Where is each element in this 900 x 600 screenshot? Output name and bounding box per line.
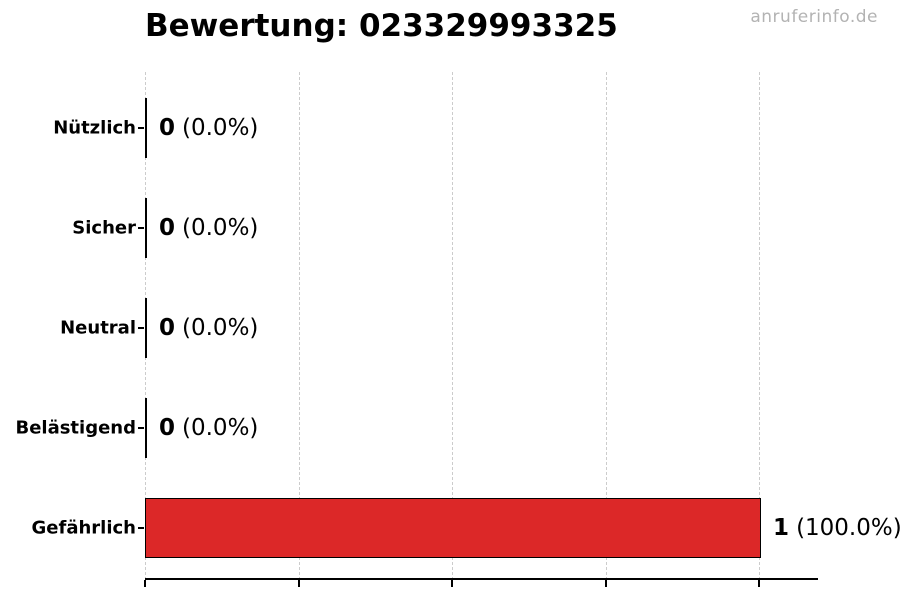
count-text: 0: [159, 115, 176, 141]
value-label: 0 (0.0%): [159, 215, 258, 241]
bar-row-sicher: Sicher 0 (0.0%): [72, 198, 818, 258]
percent-text: (0.0%): [182, 115, 259, 141]
x-tick-mark: [604, 580, 607, 587]
category-label: Neutral: [60, 317, 136, 339]
value-label: 0 (0.0%): [159, 115, 258, 141]
bar-row-belaestigend: Belästigend 0 (0.0%): [15, 398, 818, 458]
category-tick-mark: [138, 127, 144, 129]
count-text: 0: [159, 415, 176, 441]
value-label: 0 (0.0%): [159, 315, 258, 341]
category-label: Sicher: [72, 217, 136, 239]
bar-nuetzlich: [145, 98, 147, 158]
watermark-text: anruferinfo.de: [750, 7, 878, 27]
x-axis-line: [145, 578, 818, 580]
x-tick-mark: [144, 580, 146, 587]
category-label: Belästigend: [15, 417, 136, 439]
category-tick-mark: [138, 327, 144, 329]
category-tick-mark: [138, 527, 144, 529]
category-label: Gefährlich: [31, 517, 136, 539]
x-gridline: [298, 72, 300, 580]
count-text: 0: [159, 315, 176, 341]
x-gridline: [759, 72, 761, 580]
category-tick-mark: [138, 227, 144, 229]
bar-row-nuetzlich: Nützlich 0 (0.0%): [53, 98, 818, 158]
category-label: Nützlich: [53, 117, 136, 139]
count-text: 0: [159, 215, 176, 241]
count-text: 1: [773, 515, 790, 541]
value-label: 0 (0.0%): [159, 415, 258, 441]
bar-neutral: [145, 298, 147, 358]
x-tick-mark: [451, 580, 454, 587]
percent-text: (0.0%): [182, 415, 259, 441]
percent-text: (0.0%): [182, 215, 259, 241]
x-gridline: [452, 72, 454, 580]
chart-title: Bewertung: 023329993325: [145, 8, 618, 44]
bar-gefaehrlich: [145, 498, 762, 558]
bar-belaestigend: [145, 398, 147, 458]
value-label: 1 (100.0%): [773, 515, 900, 541]
x-tick-mark: [297, 580, 300, 587]
bar-sicher: [145, 198, 147, 258]
x-gridline: [605, 72, 607, 580]
bar-row-gefaehrlich: Gefährlich 1 (100.0%): [32, 498, 900, 558]
x-tick-mark: [758, 580, 761, 587]
category-tick-mark: [138, 427, 144, 429]
bar-row-neutral: Neutral 0 (0.0%): [60, 298, 818, 358]
percent-text: (100.0%): [796, 515, 900, 541]
percent-text: (0.0%): [182, 315, 259, 341]
plot-area: Nützlich 0 (0.0%) Sicher 0 (0.0%) Neutral …: [15, 72, 900, 587]
